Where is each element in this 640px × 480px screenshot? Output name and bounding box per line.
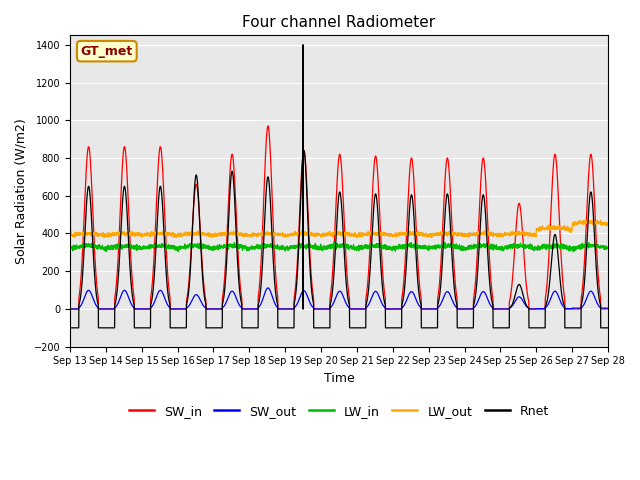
- LW_out: [604, 222, 612, 228]
- Rnet: [181, 325, 189, 331]
- Rnet: [66, 325, 74, 331]
- SW_in: [392, 306, 399, 312]
- Line: Rnet: Rnet: [70, 45, 608, 328]
- LW_in: [392, 248, 399, 254]
- SW_out: [216, 306, 224, 312]
- LW_in: [553, 243, 561, 249]
- Rnet: [604, 325, 612, 331]
- LW_out: [553, 225, 561, 231]
- Rnet: [300, 42, 307, 48]
- LW_out: [66, 74, 74, 80]
- LW_out: [353, 235, 361, 240]
- LW_out: [216, 231, 224, 237]
- LW_out: [604, 221, 611, 227]
- SW_out: [181, 306, 189, 312]
- LW_in: [66, 244, 74, 250]
- Line: SW_out: SW_out: [70, 288, 608, 309]
- LW_out: [401, 231, 408, 237]
- SW_out: [392, 306, 399, 312]
- Line: LW_out: LW_out: [70, 77, 608, 238]
- SW_in: [264, 123, 272, 129]
- LW_in: [401, 244, 408, 250]
- Line: SW_in: SW_in: [70, 126, 608, 309]
- X-axis label: Time: Time: [324, 372, 355, 385]
- SW_in: [181, 306, 189, 312]
- Line: LW_in: LW_in: [70, 242, 608, 252]
- SW_in: [216, 306, 224, 312]
- LW_in: [330, 239, 338, 245]
- LW_in: [216, 246, 224, 252]
- LW_in: [181, 245, 189, 251]
- Title: Four channel Radiometer: Four channel Radiometer: [243, 15, 436, 30]
- SW_in: [604, 306, 611, 312]
- LW_in: [604, 244, 612, 250]
- SW_out: [604, 305, 611, 311]
- Rnet: [216, 325, 224, 331]
- LW_in: [570, 249, 577, 255]
- Rnet: [401, 284, 408, 289]
- LW_in: [604, 244, 612, 250]
- SW_in: [553, 167, 561, 173]
- SW_in: [66, 306, 74, 312]
- Legend: SW_in, SW_out, LW_in, LW_out, Rnet: SW_in, SW_out, LW_in, LW_out, Rnet: [124, 400, 554, 423]
- LW_out: [181, 230, 189, 236]
- SW_in: [401, 264, 408, 270]
- LW_out: [392, 232, 399, 238]
- SW_out: [553, 290, 561, 296]
- SW_in: [604, 306, 612, 312]
- Rnet: [604, 325, 611, 331]
- Rnet: [392, 325, 399, 331]
- SW_out: [264, 285, 272, 291]
- SW_out: [604, 305, 612, 311]
- Text: GT_met: GT_met: [81, 45, 133, 58]
- SW_out: [401, 301, 408, 307]
- SW_out: [66, 306, 74, 312]
- Y-axis label: Solar Radiation (W/m2): Solar Radiation (W/m2): [15, 118, 28, 264]
- Rnet: [553, 241, 561, 247]
